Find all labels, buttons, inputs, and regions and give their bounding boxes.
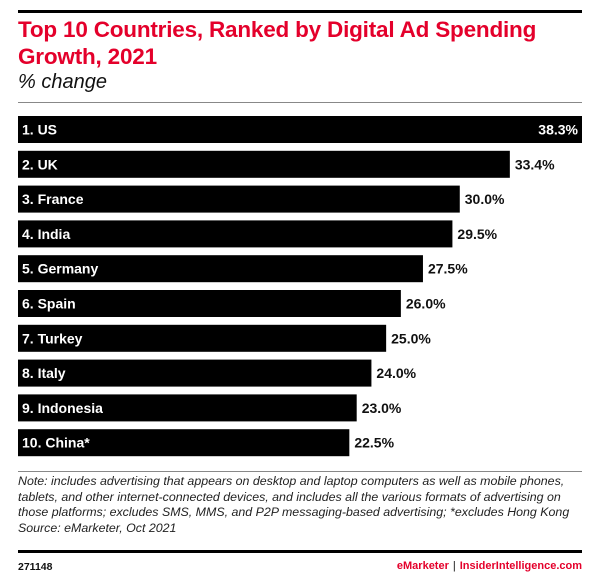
bar-group: 5. Germany 27.5% xyxy=(18,255,468,283)
category-label: 7. Turkey xyxy=(22,330,83,346)
value-label: 38.3% xyxy=(538,122,578,138)
header-divider xyxy=(18,102,582,103)
bar xyxy=(18,220,453,248)
category-label: 5. Germany xyxy=(22,261,98,277)
brand-separator: | xyxy=(452,560,456,572)
category-label: 3. France xyxy=(22,191,84,207)
bar xyxy=(18,359,372,387)
footer-rule xyxy=(18,550,582,553)
note-divider xyxy=(18,471,582,472)
category-label: 2. UK xyxy=(22,156,58,172)
value-label: 33.4% xyxy=(515,156,555,172)
value-label: 27.5% xyxy=(428,261,468,277)
brand-emarketer: eMarketer xyxy=(396,560,449,572)
bar-group: 6. Spain 26.0% xyxy=(18,290,446,317)
bar xyxy=(18,324,387,352)
bar xyxy=(18,394,357,422)
bar-group: 4. India 29.5% xyxy=(18,220,498,248)
bar xyxy=(18,116,582,143)
bar-chart: 1. US 38.3% 2. UK 33.4% 3. France 30.0% 4. Ind… xyxy=(18,116,582,457)
value-label: 22.5% xyxy=(354,435,394,451)
source-text: Source: eMarketer, Oct 2021 xyxy=(18,520,177,535)
bar xyxy=(18,185,460,213)
bar xyxy=(18,255,423,283)
chart-subtitle: % change xyxy=(18,71,107,93)
category-label: 1. US xyxy=(22,122,57,138)
brand-insider-intelligence[interactable]: InsiderIntelligence.com xyxy=(459,560,582,572)
chart-id: 271148 xyxy=(18,561,53,573)
brand-footer: eMarketer | InsiderIntelligence.com xyxy=(397,560,582,572)
bar-group: 3. France 30.0% xyxy=(18,185,505,213)
category-label: 6. Spain xyxy=(22,296,76,312)
value-label: 26.0% xyxy=(406,296,446,312)
bar xyxy=(18,290,401,317)
value-label: 24.0% xyxy=(376,365,416,381)
bar xyxy=(18,150,510,178)
category-label: 8. Italy xyxy=(22,365,66,381)
bar-group: 1. US 38.3% xyxy=(18,116,582,143)
bar-group: 9. Indonesia 23.0% xyxy=(18,394,402,422)
top-rule xyxy=(18,10,582,13)
bar-group: 8. Italy 24.0% xyxy=(18,359,417,387)
category-label: 4. India xyxy=(22,226,70,242)
chart-title: Top 10 Countries, Ranked by Digital Ad S… xyxy=(18,17,537,69)
value-label: 23.0% xyxy=(362,400,402,416)
bar-group: 2. UK 33.4% xyxy=(18,150,555,178)
bar xyxy=(18,429,350,457)
note-text: Note: includes advertising that appears … xyxy=(18,474,570,520)
value-label: 30.0% xyxy=(465,191,505,207)
category-label: 10. China* xyxy=(22,435,90,451)
value-label: 25.0% xyxy=(391,330,431,346)
value-label: 29.5% xyxy=(457,226,497,242)
bar-group: 10. China* 22.5% xyxy=(18,429,395,457)
chart-note: Note: includes advertising that appears … xyxy=(18,474,584,536)
category-label: 9. Indonesia xyxy=(22,400,103,416)
bar-group: 7. Turkey 25.0% xyxy=(18,324,431,352)
